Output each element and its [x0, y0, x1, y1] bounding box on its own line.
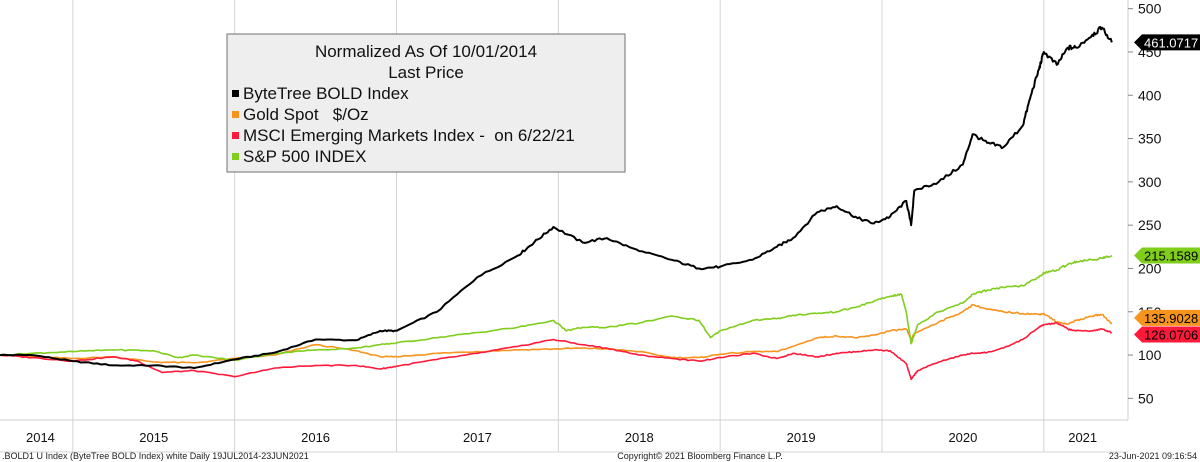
x-label-layer: 2014 2015 2016 2017 2018 2019 2020 2021: [26, 430, 1097, 445]
legend-swatch-spx: [232, 153, 239, 160]
value-tag-msci: 126.0706: [1134, 326, 1200, 343]
value-tag-label: 461.0717: [1144, 35, 1198, 50]
y-tick-label: 350: [1138, 131, 1162, 147]
series-line-msci: [0, 321, 1113, 381]
value-tag-spx: 215.1589: [1134, 247, 1200, 264]
y-tick-label: 200: [1138, 260, 1162, 276]
series-line-gold: [0, 304, 1113, 364]
legend-title: Normalized As Of 10/01/2014: [315, 42, 537, 61]
y-tick-label: 250: [1138, 217, 1162, 233]
x-year-label: 2015: [139, 430, 168, 445]
legend-swatch-bold: [232, 90, 239, 97]
x-year-label: 2021: [1068, 430, 1097, 445]
legend-label-bold: ByteTree BOLD Index: [243, 84, 409, 103]
value-tag-bold: 461.0717: [1134, 34, 1200, 51]
legend: Normalized As Of 10/01/2014 Last Price B…: [226, 33, 626, 173]
y-tick-label: 400: [1138, 87, 1162, 103]
value-tag-gold: 135.9028: [1134, 309, 1200, 326]
footer-copyright: Copyright© 2021 Bloomberg Finance L.P.: [617, 451, 783, 461]
value-tag-shape: [1134, 34, 1200, 51]
footer-timestamp: 23-Jun-2021 09:16:54: [1109, 451, 1197, 461]
x-year-label: 2018: [625, 430, 654, 445]
value-tag-shape: [1134, 247, 1200, 264]
legend-label-gold: Gold Spot $/Oz: [243, 105, 369, 124]
footer-left: .BOLD1 U Index (ByteTree BOLD Index) whi…: [2, 451, 309, 461]
value-tag-label: 135.9028: [1144, 311, 1198, 326]
y-tick-label: 300: [1138, 174, 1162, 190]
legend-subtitle: Last Price: [388, 63, 464, 82]
value-tag-shape: [1134, 309, 1200, 326]
value-tag-shape: [1134, 326, 1200, 343]
footer: .BOLD1 U Index (ByteTree BOLD Index) whi…: [2, 451, 1197, 461]
x-year-label: 2016: [301, 430, 330, 445]
value-tag-label: 126.0706: [1144, 328, 1198, 343]
x-year-label: 2017: [463, 430, 492, 445]
series-line-bold: [0, 26, 1113, 369]
x-year-label: 2014: [26, 430, 55, 445]
legend-swatch-msci: [232, 132, 239, 139]
y-tick-label: 100: [1138, 347, 1162, 363]
legend-box: [226, 33, 626, 173]
value-tag-label: 215.1589: [1144, 248, 1198, 263]
x-year-label: 2019: [787, 430, 816, 445]
x-year-label: 2020: [948, 430, 977, 445]
value-label-layer: 215.1589 126.0706 135.9028 461.0717: [1134, 34, 1200, 343]
series-layer: [0, 26, 1113, 381]
legend-swatch-gold: [232, 111, 239, 118]
y-tick-label: 500: [1138, 1, 1162, 17]
y-tick-label: 50: [1138, 390, 1154, 406]
legend-label-msci: MSCI Emerging Markets Index - on 6/22/21: [243, 126, 575, 145]
legend-label-spx: S&P 500 INDEX: [243, 147, 366, 166]
series-line-spx: [0, 254, 1113, 361]
